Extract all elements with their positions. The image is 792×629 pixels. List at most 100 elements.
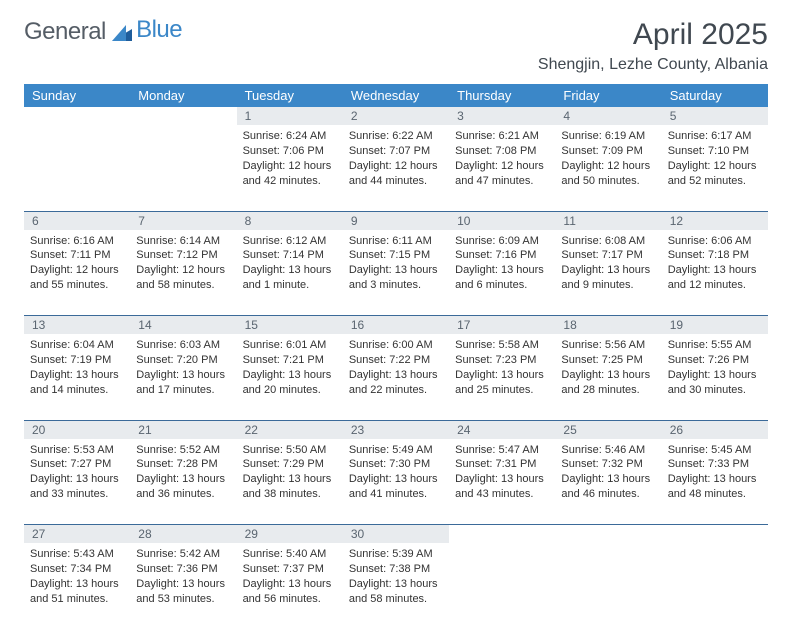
weekday-header: Friday [555, 84, 661, 107]
cell-sunset: Sunset: 7:31 PM [455, 457, 549, 472]
cell-sunrise: Sunrise: 5:58 AM [455, 338, 549, 353]
cell-day2: and 22 minutes. [349, 383, 443, 398]
day-cell: Sunrise: 6:16 AMSunset: 7:11 PMDaylight:… [24, 230, 130, 316]
cell-day2: and 47 minutes. [455, 174, 549, 189]
day-number: 26 [662, 420, 768, 439]
day-cell: Sunrise: 5:49 AMSunset: 7:30 PMDaylight:… [343, 439, 449, 525]
day-cell: Sunrise: 6:17 AMSunset: 7:10 PMDaylight:… [662, 125, 768, 211]
day-cell: Sunrise: 6:22 AMSunset: 7:07 PMDaylight:… [343, 125, 449, 211]
cell-day1: Daylight: 13 hours [455, 472, 549, 487]
cell-day2: and 58 minutes. [349, 592, 443, 607]
day-number: 6 [24, 211, 130, 230]
cell-sunrise: Sunrise: 6:14 AM [136, 234, 230, 249]
day-cell-text: Sunrise: 6:08 AMSunset: 7:17 PMDaylight:… [561, 234, 655, 293]
cell-day1: Daylight: 13 hours [349, 472, 443, 487]
cell-sunset: Sunset: 7:25 PM [561, 353, 655, 368]
cell-day1: Daylight: 13 hours [136, 577, 230, 592]
header: General Blue April 2025 Shengjin, Lezhe … [24, 18, 768, 74]
cell-sunrise: Sunrise: 6:17 AM [668, 129, 762, 144]
day-cell: Sunrise: 6:12 AMSunset: 7:14 PMDaylight:… [237, 230, 343, 316]
day-number: 30 [343, 525, 449, 544]
weekday-header-row: SundayMondayTuesdayWednesdayThursdayFrid… [24, 84, 768, 107]
cell-sunset: Sunset: 7:15 PM [349, 248, 443, 263]
calendar-body: 12345Sunrise: 6:24 AMSunset: 7:06 PMDayl… [24, 107, 768, 629]
cell-sunset: Sunset: 7:26 PM [668, 353, 762, 368]
cell-day2: and 53 minutes. [136, 592, 230, 607]
day-number [130, 107, 236, 125]
cell-day2: and 43 minutes. [455, 487, 549, 502]
cell-day2: and 44 minutes. [349, 174, 443, 189]
cell-day1: Daylight: 13 hours [561, 472, 655, 487]
cell-sunset: Sunset: 7:11 PM [30, 248, 124, 263]
day-cell-text: Sunrise: 5:45 AMSunset: 7:33 PMDaylight:… [668, 443, 762, 502]
weekday-header: Wednesday [343, 84, 449, 107]
logo: General Blue [24, 18, 182, 46]
day-number: 28 [130, 525, 236, 544]
day-number: 23 [343, 420, 449, 439]
day-cell: Sunrise: 6:11 AMSunset: 7:15 PMDaylight:… [343, 230, 449, 316]
day-number: 4 [555, 107, 661, 125]
day-cell: Sunrise: 5:46 AMSunset: 7:32 PMDaylight:… [555, 439, 661, 525]
day-cell-text: Sunrise: 6:21 AMSunset: 7:08 PMDaylight:… [455, 129, 549, 188]
day-number: 8 [237, 211, 343, 230]
logo-text-2: Blue [136, 16, 182, 44]
cell-sunset: Sunset: 7:23 PM [455, 353, 549, 368]
cell-sunset: Sunset: 7:34 PM [30, 562, 124, 577]
day-cell-text: Sunrise: 6:11 AMSunset: 7:15 PMDaylight:… [349, 234, 443, 293]
day-number: 3 [449, 107, 555, 125]
cell-sunset: Sunset: 7:20 PM [136, 353, 230, 368]
logo-text-1: General [24, 18, 106, 45]
cell-day1: Daylight: 12 hours [668, 159, 762, 174]
cell-sunset: Sunset: 7:18 PM [668, 248, 762, 263]
cell-sunset: Sunset: 7:12 PM [136, 248, 230, 263]
day-cell: Sunrise: 6:14 AMSunset: 7:12 PMDaylight:… [130, 230, 236, 316]
cell-sunset: Sunset: 7:16 PM [455, 248, 549, 263]
weekday-header: Thursday [449, 84, 555, 107]
cell-sunrise: Sunrise: 5:39 AM [349, 547, 443, 562]
weekday-header: Saturday [662, 84, 768, 107]
week-row: Sunrise: 6:16 AMSunset: 7:11 PMDaylight:… [24, 230, 768, 316]
weekday-header: Tuesday [237, 84, 343, 107]
day-number: 22 [237, 420, 343, 439]
day-number: 24 [449, 420, 555, 439]
day-cell-text: Sunrise: 6:22 AMSunset: 7:07 PMDaylight:… [349, 129, 443, 188]
calendar-table: SundayMondayTuesdayWednesdayThursdayFrid… [24, 84, 768, 629]
day-cell: Sunrise: 5:43 AMSunset: 7:34 PMDaylight:… [24, 543, 130, 629]
day-cell-text: Sunrise: 5:55 AMSunset: 7:26 PMDaylight:… [668, 338, 762, 397]
cell-day2: and 50 minutes. [561, 174, 655, 189]
cell-sunset: Sunset: 7:08 PM [455, 144, 549, 159]
cell-sunset: Sunset: 7:10 PM [668, 144, 762, 159]
day-number: 18 [555, 316, 661, 335]
cell-sunset: Sunset: 7:32 PM [561, 457, 655, 472]
day-cell: Sunrise: 5:52 AMSunset: 7:28 PMDaylight:… [130, 439, 236, 525]
day-cell-text: Sunrise: 6:12 AMSunset: 7:14 PMDaylight:… [243, 234, 337, 293]
cell-sunrise: Sunrise: 5:45 AM [668, 443, 762, 458]
week-row: Sunrise: 5:43 AMSunset: 7:34 PMDaylight:… [24, 543, 768, 629]
day-cell [555, 543, 661, 629]
cell-day1: Daylight: 12 hours [30, 263, 124, 278]
day-cell-text: Sunrise: 5:42 AMSunset: 7:36 PMDaylight:… [136, 547, 230, 606]
cell-sunset: Sunset: 7:30 PM [349, 457, 443, 472]
cell-day2: and 52 minutes. [668, 174, 762, 189]
cell-day2: and 41 minutes. [349, 487, 443, 502]
day-number [662, 525, 768, 544]
logo-shape-icon [112, 23, 132, 41]
day-number: 12 [662, 211, 768, 230]
cell-day1: Daylight: 13 hours [243, 577, 337, 592]
cell-sunset: Sunset: 7:36 PM [136, 562, 230, 577]
day-number-row: 12345 [24, 107, 768, 125]
day-cell-text: Sunrise: 6:06 AMSunset: 7:18 PMDaylight:… [668, 234, 762, 293]
cell-day2: and 48 minutes. [668, 487, 762, 502]
day-cell: Sunrise: 6:04 AMSunset: 7:19 PMDaylight:… [24, 334, 130, 420]
cell-sunrise: Sunrise: 6:16 AM [30, 234, 124, 249]
day-cell [130, 125, 236, 211]
cell-sunrise: Sunrise: 6:19 AM [561, 129, 655, 144]
cell-day2: and 17 minutes. [136, 383, 230, 398]
cell-sunset: Sunset: 7:38 PM [349, 562, 443, 577]
cell-sunset: Sunset: 7:17 PM [561, 248, 655, 263]
day-cell: Sunrise: 5:58 AMSunset: 7:23 PMDaylight:… [449, 334, 555, 420]
day-cell [662, 543, 768, 629]
cell-day1: Daylight: 13 hours [668, 472, 762, 487]
day-cell: Sunrise: 6:01 AMSunset: 7:21 PMDaylight:… [237, 334, 343, 420]
cell-day1: Daylight: 13 hours [668, 368, 762, 383]
